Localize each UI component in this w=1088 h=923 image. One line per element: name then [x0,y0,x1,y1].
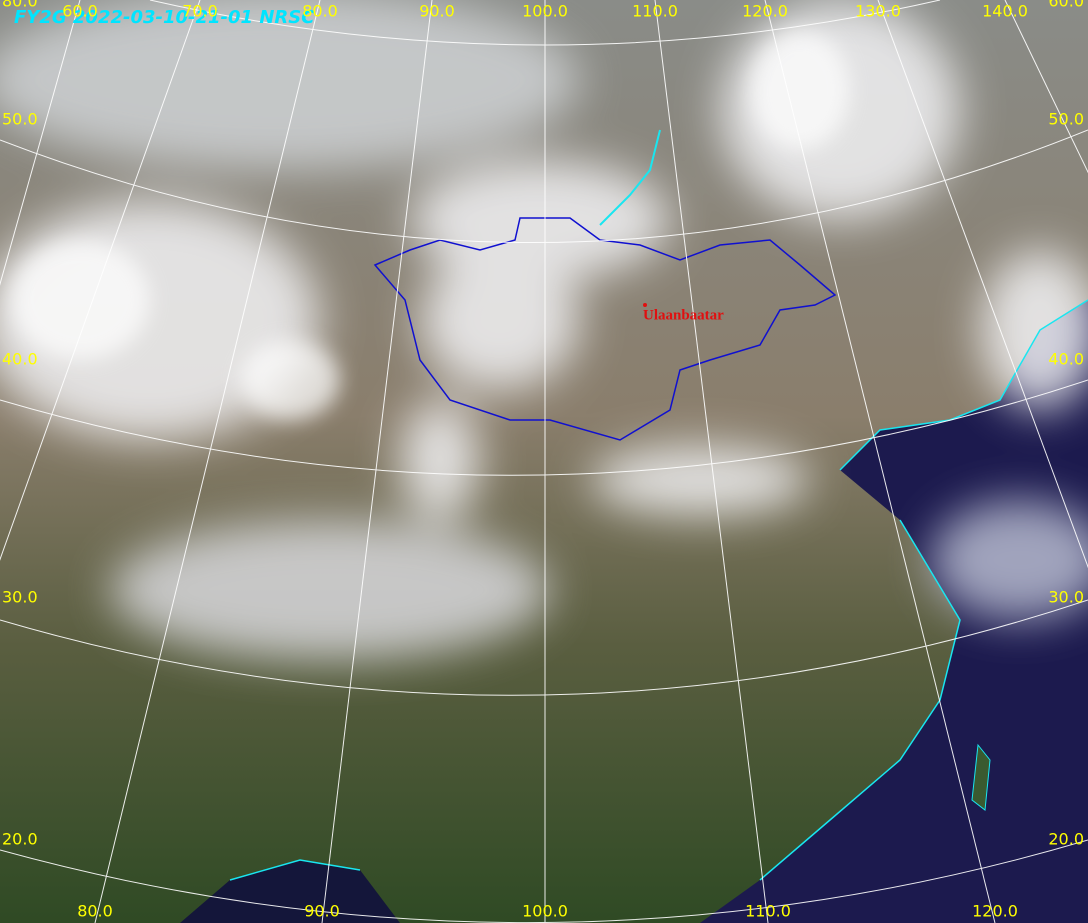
lat-label: 30.0 [1048,588,1084,607]
lat-label: 60.0 [1048,0,1084,11]
title: FY2G 2022-03-10-21-01 NRSC [14,7,315,28]
city-label: Ulaanbaatar [643,307,724,323]
lat-label: 80.0 [2,0,38,11]
cloud-detail [10,30,850,420]
lon-label: 120.0 [742,2,788,21]
lon-label: 110.0 [632,2,678,21]
lon-label: 90.0 [419,2,455,21]
lon-label: 100.0 [522,902,568,921]
lake [599,129,661,226]
lon-label: 70.0 [182,2,218,21]
lat-label: 50.0 [2,110,38,129]
city-marker [643,303,647,307]
country-border [373,217,837,441]
lat-label: 50.0 [1048,110,1084,129]
lon-label: 110.0 [745,902,791,921]
lat-label: 40.0 [2,350,38,369]
lat-label: 30.0 [2,588,38,607]
lon-label: 90.0 [304,902,340,921]
lat-label: 20.0 [1048,830,1084,849]
lon-label: 80.0 [77,902,113,921]
lon-label: 130.0 [855,2,901,21]
lon-label: 120.0 [972,902,1018,921]
lon-label: 80.0 [302,2,338,21]
lat-label: 20.0 [2,830,38,849]
bay [180,860,400,923]
lon-label: 140.0 [982,2,1028,21]
lon-label: 100.0 [522,2,568,21]
lon-label: 60.0 [62,2,98,21]
island [971,743,991,811]
lat-label: 40.0 [1048,350,1084,369]
ocean [700,300,1088,923]
